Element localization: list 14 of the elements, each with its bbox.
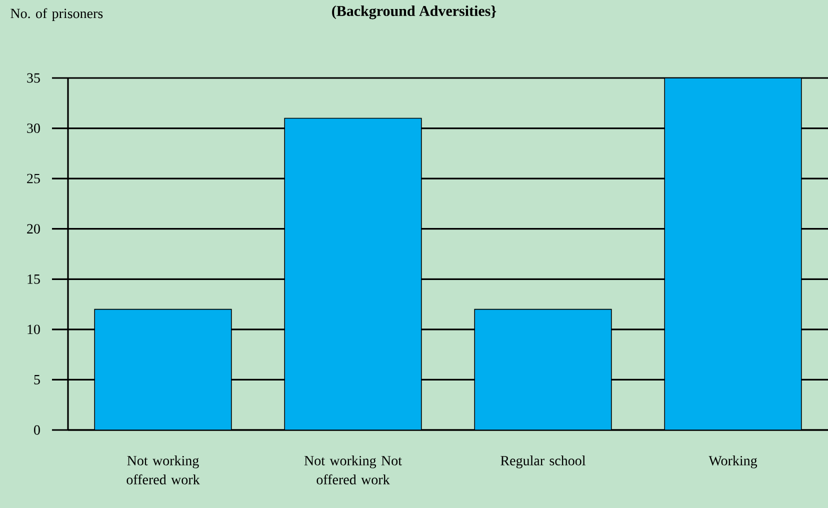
y-tick-label: 20 — [27, 224, 40, 234]
y-tick-label: 30 — [27, 124, 40, 134]
x-tick-label: Not working Not offered work — [304, 456, 402, 484]
x-tick-label: Not working offered work — [126, 456, 200, 484]
y-axis-title: No. of prisoners — [10, 8, 103, 22]
chart-title: (Background Adversities} — [332, 6, 496, 20]
y-tick-label: 10 — [28, 324, 40, 334]
y-tick-label: 5 — [34, 375, 40, 384]
y-tick-label: 35 — [27, 73, 40, 83]
x-tick-label: Working — [708, 456, 758, 468]
y-tick-label: 0 — [34, 425, 40, 435]
y-tick-label: 15 — [28, 274, 40, 284]
x-tick-label: Regular school — [500, 456, 586, 468]
y-tick-label: 25 — [27, 174, 40, 184]
